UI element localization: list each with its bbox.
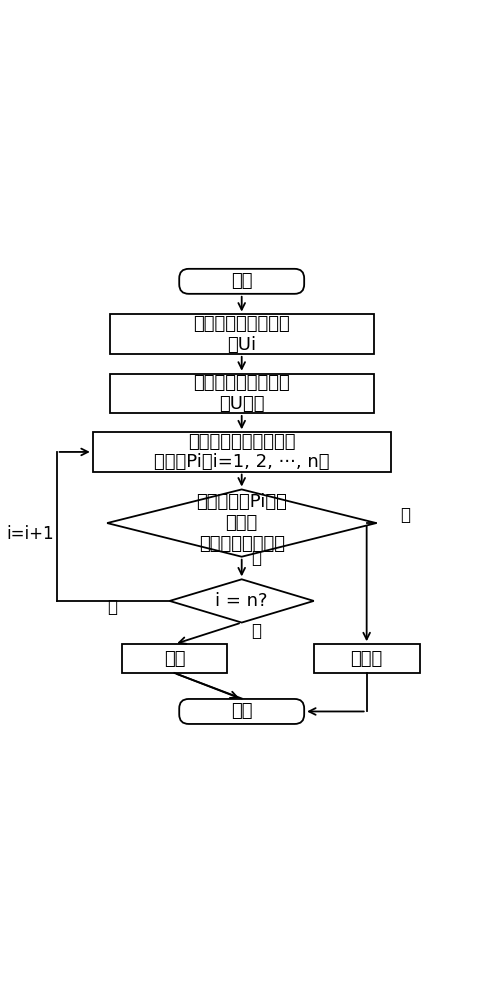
Polygon shape: [170, 579, 314, 623]
Text: 沿油面角法向量对点
集U排序: 沿油面角法向量对点 集U排序: [193, 374, 290, 413]
Text: 不连续: 不连续: [350, 650, 383, 668]
Bar: [93, 432, 391, 472]
Text: 结束: 结束: [231, 702, 253, 720]
Text: 连续: 连续: [164, 650, 185, 668]
Text: 开始: 开始: [231, 272, 253, 290]
Bar: [109, 314, 374, 354]
Text: 油平面过点Pi是否
与其他
传感器存在交点？: 油平面过点Pi是否 与其他 传感器存在交点？: [196, 493, 287, 553]
Text: 获取一组传感器的点
集Ui: 获取一组传感器的点 集Ui: [193, 315, 290, 354]
Text: 否: 否: [107, 598, 117, 616]
FancyBboxPatch shape: [179, 269, 304, 294]
Polygon shape: [107, 489, 376, 557]
Text: 是: 是: [251, 549, 261, 567]
Text: 否: 否: [400, 506, 410, 524]
Text: 是: 是: [251, 622, 261, 640]
Text: i=i+1: i=i+1: [6, 525, 54, 543]
Text: i = n?: i = n?: [215, 592, 268, 610]
Bar: [121, 644, 228, 673]
Bar: [109, 374, 374, 413]
Bar: [314, 644, 419, 673]
FancyBboxPatch shape: [179, 699, 304, 724]
Text: 删除最近点和最远点得
到点集Pi（i=1, 2, ···, n）: 删除最近点和最远点得 到点集Pi（i=1, 2, ···, n）: [154, 433, 330, 471]
